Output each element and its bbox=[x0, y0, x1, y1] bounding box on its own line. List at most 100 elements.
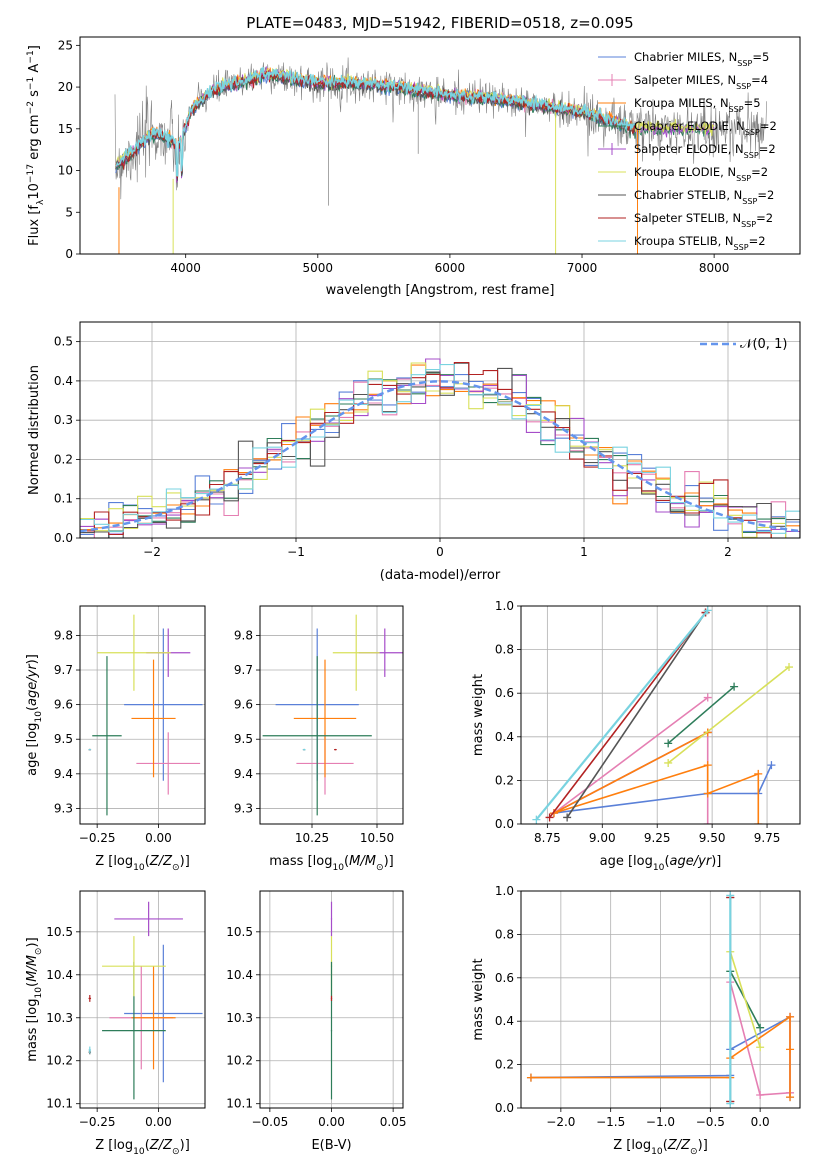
mass_vs_ebv-panel: −0.05 0.00 0.05 10.1 10.2 10.3 10.4 10.5 E(B-V) bbox=[226, 890, 407, 1153]
weight-point bbox=[703, 761, 712, 770]
x-tick-label: 10.25 bbox=[295, 831, 329, 845]
x-axis-label: age [log10(age/yr)] bbox=[600, 854, 722, 873]
weight-point bbox=[786, 1093, 795, 1102]
y-tick-label: 0.6 bbox=[495, 971, 514, 985]
weight-lines bbox=[532, 606, 794, 824]
y-tick-label: 0 bbox=[65, 247, 73, 261]
x-tick-label: 9.25 bbox=[644, 831, 671, 845]
errorbars bbox=[88, 614, 203, 816]
weight-point bbox=[703, 693, 712, 702]
y-tick-label: 10.3 bbox=[46, 1011, 73, 1025]
axes-frame bbox=[79, 605, 206, 825]
x-tick-label: −2.0 bbox=[546, 1115, 575, 1129]
legend-label: Salpeter ELODIE, NSSP=2 bbox=[634, 142, 776, 160]
weight-point bbox=[549, 809, 558, 818]
x-tick-label: 8000 bbox=[699, 261, 730, 275]
mass_vs_Z-panel: −0.25 0.00 10.1 10.2 10.3 10.4 10.5 Z [log10(Z/… bbox=[25, 890, 206, 1157]
weight-point bbox=[703, 606, 712, 615]
y-tick-label: 10.1 bbox=[46, 1097, 73, 1111]
y-tick-label: 10.3 bbox=[226, 1011, 253, 1025]
weight-series-chabrier_elodie bbox=[667, 686, 735, 744]
y-tick-label: 0.0 bbox=[495, 817, 514, 831]
y-tick-label: 25 bbox=[58, 38, 73, 52]
weight-series-chabrier_miles bbox=[553, 731, 773, 814]
weight-lines bbox=[526, 891, 795, 1108]
weight_vs_Z-panel: −2.0 −1.5 −1.0 −0.5 0.0 0.0 0.2 0.4 0.6 0.8 1.0 Z [… bbox=[471, 884, 801, 1157]
y-tick-label: 0.3 bbox=[54, 413, 73, 427]
y-tick-label: 0.8 bbox=[495, 643, 514, 657]
legend-label: Chabrier MILES, NSSP=5 bbox=[634, 50, 769, 68]
legend-label: Kroupa ELODIE, NSSP=2 bbox=[634, 165, 768, 183]
x-axis-label: Z [log10(Z/Z⊙)] bbox=[613, 1138, 708, 1157]
weight-point bbox=[754, 820, 763, 824]
y-tick-label: 0.2 bbox=[495, 773, 514, 787]
x-tick-label: −1.0 bbox=[646, 1115, 675, 1129]
chart-title: PLATE=0483, MJD=51942, FIBERID=0518, z=0… bbox=[246, 14, 633, 32]
y-axis-label: mass weight bbox=[471, 958, 486, 1040]
errorbars bbox=[88, 901, 203, 1100]
weight-series-salpeter_stelib bbox=[548, 612, 707, 818]
weight-point bbox=[664, 758, 673, 767]
x-tick-label: 2 bbox=[724, 545, 732, 559]
y-tick-label: 0.0 bbox=[54, 531, 73, 545]
model-spectrum-chabrier_stelib bbox=[115, 71, 636, 181]
x-tick-label: 9.50 bbox=[699, 831, 726, 845]
weight-point bbox=[756, 1023, 765, 1032]
y-tick-label: 0.4 bbox=[54, 374, 73, 388]
weight-series-chabrier_stelib bbox=[566, 612, 707, 818]
y-tick-label: 5 bbox=[65, 205, 73, 219]
y-axis-label: age [log10(age/yr)] bbox=[25, 654, 44, 776]
y-tick-label: 9.8 bbox=[234, 628, 253, 642]
weight-point bbox=[563, 813, 572, 822]
x-tick-label: 9.00 bbox=[589, 831, 616, 845]
weight-series-kroupa_miles bbox=[553, 731, 760, 824]
axes-frame bbox=[259, 605, 404, 825]
weight-point bbox=[726, 891, 735, 900]
x-tick-label: 8.75 bbox=[534, 831, 561, 845]
weight-series-kroupa_miles bbox=[531, 1015, 791, 1098]
x-tick-label: −0.5 bbox=[696, 1115, 725, 1129]
x-tick-label: 4000 bbox=[170, 261, 201, 275]
normal-curve bbox=[80, 380, 800, 533]
legend-label: Salpeter STELIB, NSSP=2 bbox=[634, 211, 773, 229]
y-tick-label: 0.5 bbox=[54, 335, 73, 349]
x-tick-label: 9.75 bbox=[754, 831, 781, 845]
weight-point bbox=[785, 663, 794, 672]
axes-frame bbox=[520, 605, 801, 825]
x-tick-label: −0.05 bbox=[251, 1115, 288, 1129]
y-tick-label: 10.2 bbox=[46, 1054, 73, 1068]
weight-point bbox=[703, 789, 712, 798]
y-tick-label: 10 bbox=[58, 164, 73, 178]
weight-point bbox=[767, 761, 776, 770]
y-tick-label: 9.3 bbox=[234, 801, 253, 815]
y-tick-label: 0.4 bbox=[495, 1014, 514, 1028]
histogram-kroupa_stelib bbox=[80, 364, 800, 538]
weight-point bbox=[754, 769, 763, 778]
y-tick-label: 20 bbox=[58, 80, 73, 94]
y-tick-label: 10.2 bbox=[226, 1054, 253, 1068]
weight-point bbox=[664, 739, 673, 748]
weight-point bbox=[526, 1073, 535, 1082]
observed-spectrum bbox=[114, 57, 767, 200]
y-tick-label: 9.7 bbox=[234, 663, 253, 677]
weight_vs_age-panel: 8.75 9.00 9.25 9.50 9.75 0.0 0.2 0.4 0.6 0.8 1.0 ag… bbox=[471, 599, 801, 873]
x-tick-label: 0.00 bbox=[145, 831, 172, 845]
y-tick-label: 0.2 bbox=[54, 452, 73, 466]
legend-label: Kroupa MILES, NSSP=5 bbox=[634, 96, 761, 114]
x-tick-label: 5000 bbox=[303, 261, 334, 275]
weight-series-kroupa_stelib bbox=[535, 609, 709, 821]
x-tick-label: 0.00 bbox=[318, 1115, 345, 1129]
x-tick-label: 1 bbox=[580, 545, 588, 559]
y-tick-label: 9.6 bbox=[234, 698, 253, 712]
age_vs_Z-panel: −0.25 0.00 9.3 9.4 9.5 9.6 9.7 9.8 Z [log10(Z/Z⊙… bbox=[25, 605, 206, 873]
histograms bbox=[80, 358, 800, 538]
errorbars bbox=[262, 614, 403, 816]
y-tick-label: 10.5 bbox=[46, 925, 73, 939]
x-tick-label: 0.05 bbox=[380, 1115, 407, 1129]
x-tick-label: 7000 bbox=[567, 261, 598, 275]
x-tick-label: −0.25 bbox=[79, 831, 116, 845]
y-tick-label: 9.4 bbox=[234, 767, 253, 781]
residuals-panel: −2 −1 0 1 2 0.0 0.1 0.2 0.3 0.4 0.5 (data-model)/er… bbox=[27, 321, 801, 583]
y-tick-label: 10.4 bbox=[226, 968, 253, 982]
y-tick-label: 9.8 bbox=[54, 628, 73, 642]
